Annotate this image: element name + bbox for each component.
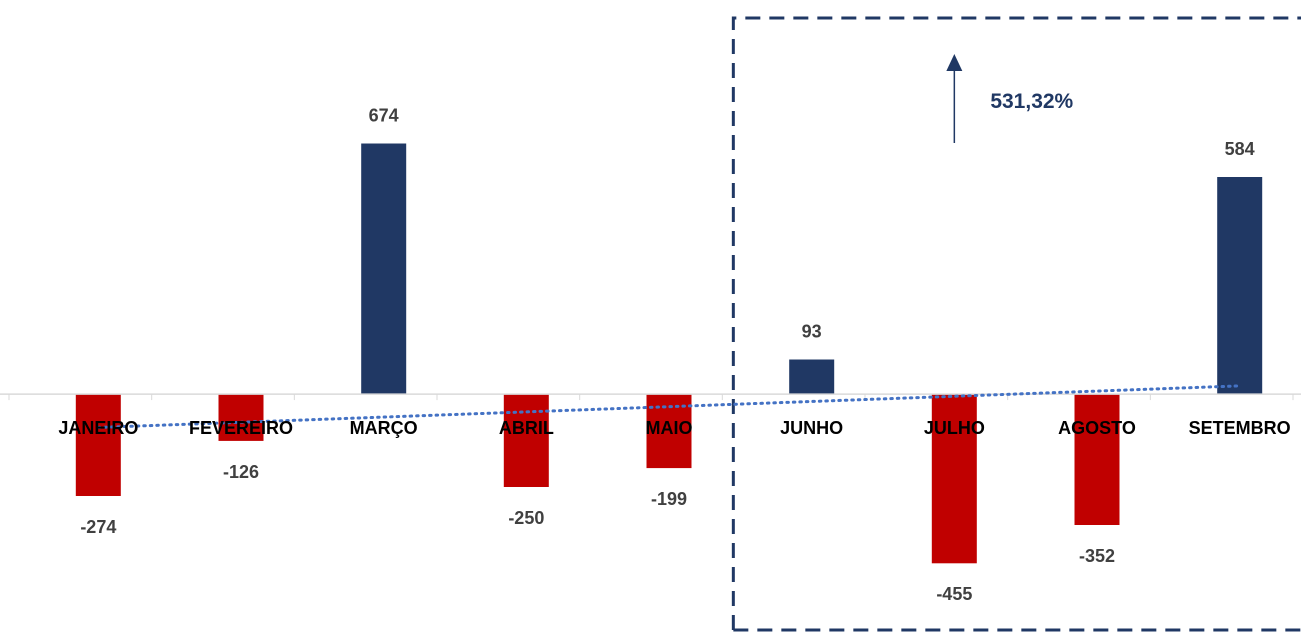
value-labels: -274 -126 674 -250 -199 93 -455 -352 584 <box>80 106 1254 605</box>
bar-agosto <box>1074 394 1120 525</box>
data-label: -250 <box>508 508 544 528</box>
category-label: JANEIRO <box>58 418 138 438</box>
highlight-dashed-box <box>731 16 1301 632</box>
data-label: -455 <box>936 584 972 604</box>
bar-fevereiro <box>218 394 264 441</box>
category-label: MAIO <box>646 418 693 438</box>
category-label: JUNHO <box>780 418 843 438</box>
category-label: MARÇO <box>350 418 418 438</box>
category-label: SETEMBRO <box>1189 418 1291 438</box>
trendline-line <box>96 384 1242 429</box>
data-label: 674 <box>369 106 399 126</box>
data-label: -126 <box>223 462 259 482</box>
bar-abril <box>503 394 549 487</box>
axis-ticks <box>8 394 1294 401</box>
bar-janeiro <box>75 394 121 496</box>
category-label: ABRIL <box>499 418 554 438</box>
highlight-region <box>731 16 1301 632</box>
category-label: AGOSTO <box>1058 418 1136 438</box>
data-label: -352 <box>1079 546 1115 566</box>
category-label: FEVEREIRO <box>189 418 293 438</box>
bars <box>75 143 1263 564</box>
growth-percentage: 531,32% <box>990 90 1073 113</box>
bar-setembro <box>1217 177 1263 395</box>
data-label: -199 <box>651 489 687 509</box>
annotation: 531,32% <box>946 54 1074 143</box>
arrow-head-icon <box>946 54 963 71</box>
data-label: -274 <box>80 517 116 537</box>
category-labels: JANEIRO FEVEREIRO MARÇO ABRIL MAIO JUNHO JULHO… <box>58 418 1290 438</box>
trendline <box>96 384 1242 429</box>
bar-julho <box>931 394 977 564</box>
data-label: 584 <box>1225 139 1255 159</box>
data-label: 93 <box>802 321 822 341</box>
bar-março <box>361 143 407 395</box>
category-label: JULHO <box>924 418 985 438</box>
bar-junho <box>789 359 835 395</box>
